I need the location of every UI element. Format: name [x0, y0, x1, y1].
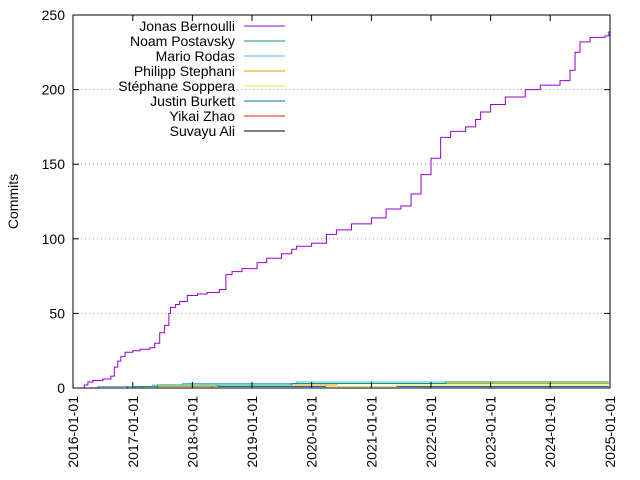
y-tick-label: 50	[49, 305, 65, 321]
x-tick-label: 2021-01-01	[363, 396, 379, 468]
y-tick-label: 250	[42, 7, 66, 23]
legend-label: Justin Burkett	[150, 93, 235, 109]
x-tick-label: 2018-01-01	[184, 396, 200, 468]
x-tick-label: 2023-01-01	[483, 396, 499, 468]
y-axis-title: Commits	[5, 174, 21, 229]
grid-lines	[73, 89, 610, 314]
x-tick-label: 2019-01-01	[244, 396, 260, 468]
y-tick-label: 150	[42, 156, 66, 172]
y-tick-label: 0	[57, 380, 65, 396]
legend-label: Suvayu Ali	[170, 123, 235, 139]
legend-label: Philipp Stephani	[134, 63, 235, 79]
series-line-philipp-stephani	[82, 383, 609, 389]
y-tick-label: 200	[42, 82, 66, 98]
y-tick-label: 100	[42, 231, 66, 247]
series-line-noam-postavsky	[82, 381, 609, 389]
series-line-jonas-bernoulli	[82, 31, 610, 389]
x-tick-label: 2025-01-01	[602, 396, 618, 468]
axis-ticks: 0 50 100 150 200 250 2016-01-01 2017-01-01 2018-…	[42, 7, 618, 468]
legend-label: Stéphane Soppera	[118, 78, 235, 94]
legend-label: Yikai Zhao	[169, 108, 235, 124]
legend-label: Jonas Bernoulli	[139, 18, 235, 34]
x-tick-label: 2024-01-01	[542, 396, 558, 468]
x-tick-label: 2016-01-01	[65, 396, 81, 468]
legend-label: Noam Postavsky	[130, 33, 235, 49]
x-tick-label: 2020-01-01	[304, 396, 320, 468]
x-tick-label: 2022-01-01	[423, 396, 439, 468]
legend-label: Mario Rodas	[156, 48, 235, 64]
x-tick-label: 2017-01-01	[125, 396, 141, 468]
plot-border	[72, 14, 611, 389]
